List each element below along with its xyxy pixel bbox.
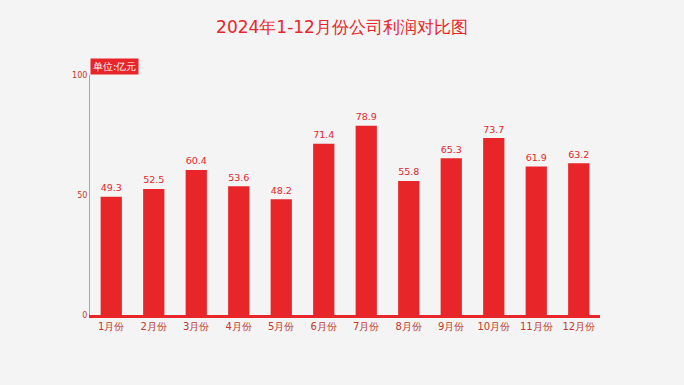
- svg-text:71.4: 71.4: [313, 129, 334, 140]
- svg-text:12月份: 12月份: [562, 321, 595, 332]
- svg-text:63.2: 63.2: [568, 149, 589, 160]
- svg-text:3月份: 3月份: [183, 321, 209, 332]
- svg-text:73.7: 73.7: [483, 124, 504, 135]
- svg-text:55.8: 55.8: [398, 166, 419, 177]
- svg-text:0: 0: [82, 311, 87, 320]
- svg-text:100: 100: [72, 71, 87, 80]
- svg-text:2月份: 2月份: [141, 321, 167, 332]
- svg-text:53.6: 53.6: [228, 172, 249, 183]
- svg-text:2024年1-12月份公司利润对比图: 2024年1-12月份公司利润对比图: [216, 17, 468, 37]
- svg-text:1月份: 1月份: [98, 321, 124, 332]
- svg-text:6月份: 6月份: [311, 321, 337, 332]
- svg-text:65.3: 65.3: [441, 144, 462, 155]
- svg-text:9月份: 9月份: [438, 321, 464, 332]
- svg-text:5月份: 5月份: [268, 321, 294, 332]
- svg-text:50: 50: [77, 191, 87, 200]
- svg-text:60.4: 60.4: [186, 155, 207, 166]
- svg-text:单位:亿元: 单位:亿元: [93, 61, 136, 72]
- svg-text:4月份: 4月份: [226, 321, 252, 332]
- svg-text:49.3: 49.3: [101, 182, 122, 193]
- svg-text:8月份: 8月份: [396, 321, 422, 332]
- svg-text:11月份: 11月份: [520, 321, 553, 332]
- svg-text:7月份: 7月份: [353, 321, 379, 332]
- svg-text:10月份: 10月份: [477, 321, 510, 332]
- svg-text:78.9: 78.9: [356, 111, 377, 122]
- svg-text:52.5: 52.5: [143, 174, 164, 185]
- svg-text:61.9: 61.9: [526, 152, 547, 163]
- svg-text:48.2: 48.2: [271, 185, 292, 196]
